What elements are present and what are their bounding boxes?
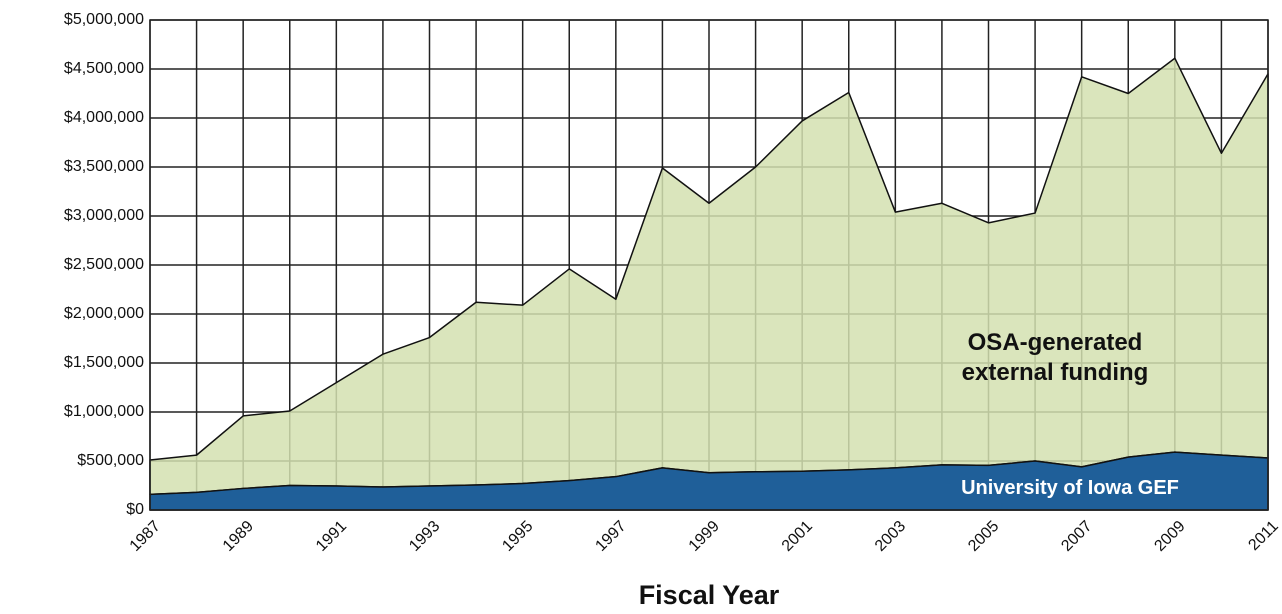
x-tick-label: 1997 bbox=[592, 518, 629, 555]
x-tick-label: 1993 bbox=[406, 518, 443, 555]
x-axis-label: Fiscal Year bbox=[639, 580, 780, 610]
x-tick-label: 1995 bbox=[499, 518, 536, 555]
x-tick-label: 2007 bbox=[1058, 518, 1095, 555]
x-tick-label: 2005 bbox=[965, 518, 1002, 555]
plot-border bbox=[149, 19, 1269, 511]
x-tick-label: 2011 bbox=[1245, 518, 1281, 554]
y-tick-label: $3,500,000 bbox=[64, 158, 144, 175]
x-tick-label: 1987 bbox=[127, 518, 164, 555]
x-tick-label: 1991 bbox=[313, 518, 350, 555]
x-tick-label: 2009 bbox=[1151, 518, 1188, 555]
y-tick-label: $4,000,000 bbox=[64, 109, 144, 126]
x-tick-label: 1999 bbox=[686, 518, 723, 555]
x-tick-label: 1989 bbox=[220, 518, 257, 555]
areas bbox=[149, 57, 1269, 511]
y-tick-label: $0 bbox=[126, 501, 144, 518]
series-label: University of Iowa GEF bbox=[961, 477, 1179, 499]
y-tick-label: $2,000,000 bbox=[64, 305, 144, 322]
y-tick-label: $1,000,000 bbox=[64, 403, 144, 420]
y-tick-label: $2,500,000 bbox=[64, 256, 144, 273]
series-label: OSA-generated external funding bbox=[961, 329, 1149, 386]
x-tick-label: 2001 bbox=[779, 518, 816, 555]
y-tick-label: $3,000,000 bbox=[64, 207, 144, 224]
y-tick-label: $5,000,000 bbox=[64, 11, 144, 28]
y-tick-label: $500,000 bbox=[77, 452, 144, 469]
y-tick-label: $1,500,000 bbox=[64, 354, 144, 371]
x-tick-label: 2003 bbox=[872, 518, 909, 555]
y-tick-label: $4,500,000 bbox=[64, 60, 144, 77]
